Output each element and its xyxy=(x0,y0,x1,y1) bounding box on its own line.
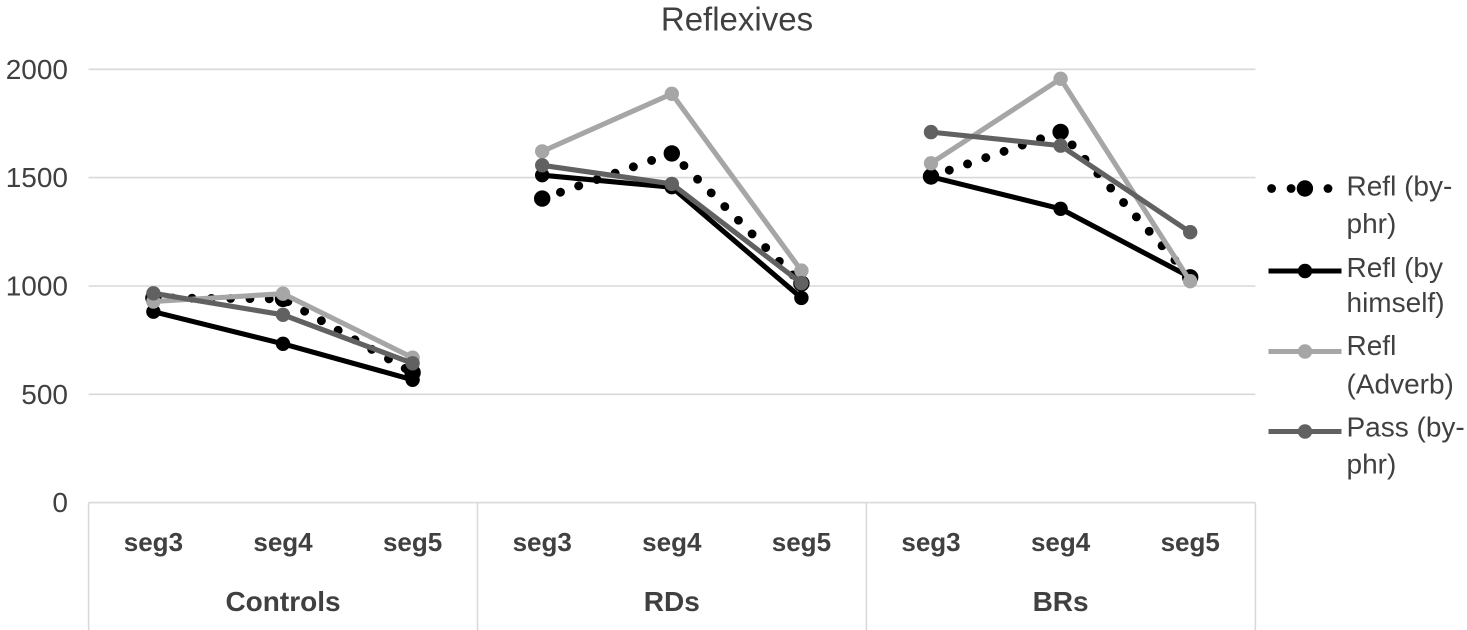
svg-text:500: 500 xyxy=(21,379,68,410)
svg-text:0: 0 xyxy=(52,487,68,518)
svg-text:phr): phr) xyxy=(1347,449,1397,480)
svg-text:(Adverb): (Adverb) xyxy=(1347,369,1454,400)
svg-text:seg3: seg3 xyxy=(513,527,572,557)
svg-text:Refl: Refl xyxy=(1347,330,1397,361)
svg-text:Refl (by: Refl (by xyxy=(1347,252,1443,283)
svg-text:BRs: BRs xyxy=(1033,586,1089,617)
svg-text:seg4: seg4 xyxy=(1031,527,1091,557)
svg-text:Reflexives: Reflexives xyxy=(661,1,813,38)
svg-text:himself): himself) xyxy=(1347,287,1445,318)
svg-text:seg4: seg4 xyxy=(642,527,702,557)
svg-text:seg5: seg5 xyxy=(772,527,831,557)
svg-text:seg3: seg3 xyxy=(901,527,960,557)
svg-text:RDs: RDs xyxy=(644,586,700,617)
svg-text:2000: 2000 xyxy=(6,54,68,85)
svg-text:seg5: seg5 xyxy=(1161,527,1220,557)
svg-text:seg5: seg5 xyxy=(383,527,442,557)
svg-text:1500: 1500 xyxy=(6,162,68,193)
svg-text:1000: 1000 xyxy=(6,271,68,302)
svg-text:seg4: seg4 xyxy=(253,527,313,557)
svg-text:Controls: Controls xyxy=(225,586,340,617)
svg-text:Pass (by-: Pass (by- xyxy=(1347,412,1465,443)
svg-text:phr): phr) xyxy=(1347,208,1397,239)
svg-text:seg3: seg3 xyxy=(124,527,183,557)
svg-text:Refl (by-: Refl (by- xyxy=(1347,171,1453,202)
